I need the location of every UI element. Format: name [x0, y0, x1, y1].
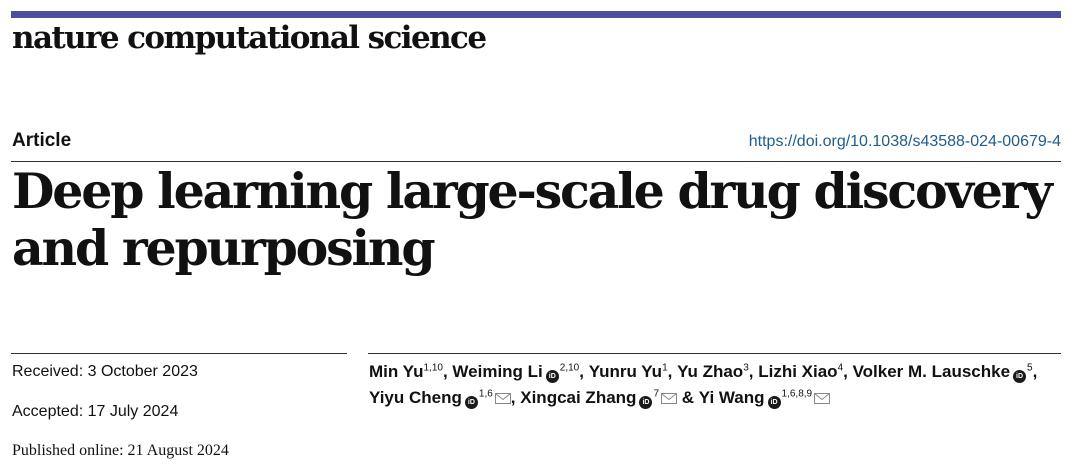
journal-color-bar [11, 11, 1061, 18]
envelope-icon[interactable] [494, 393, 511, 404]
orcid-icon[interactable]: iD [767, 396, 781, 409]
affiliation-marker: 1,6,8,9 [781, 388, 813, 400]
author: Yiyu Cheng iD1,6, [369, 388, 521, 409]
author: Yunru Yu1, [589, 362, 677, 381]
author-separator: , [579, 362, 589, 381]
authors-divider [368, 353, 1061, 354]
author-separator: , [510, 388, 521, 407]
affiliation-marker: 3 [743, 362, 749, 374]
affiliation-marker: 1,10 [423, 362, 443, 374]
author-separator: , [843, 362, 853, 381]
author: Yi Wang iD1,6,8,9 [698, 388, 831, 409]
author-name[interactable]: Yiyu Cheng [369, 388, 462, 407]
affiliation-marker: 4 [837, 362, 844, 374]
author-name[interactable]: Weiming Li [452, 362, 543, 381]
article-title: Deep learning large-scale drug discovery… [12, 162, 1053, 277]
title-divider [11, 161, 1061, 162]
author-name[interactable]: Min Yu [369, 362, 424, 381]
author: Yu Zhao3, [677, 362, 758, 381]
author: Xingcai Zhang iD7 & [520, 388, 699, 409]
author: Lizhi Xiao4, [758, 362, 852, 381]
orcid-icon[interactable]: iD [464, 396, 478, 409]
author-name[interactable]: Xingcai Zhang [520, 388, 637, 407]
affiliation-marker: 5 [1027, 362, 1033, 374]
author-separator: , [667, 362, 678, 381]
author: Volker M. Lauschke iD5, [852, 362, 1038, 383]
published-date: Published online: 21 August 2024 [12, 442, 229, 459]
envelope-icon[interactable] [661, 393, 677, 404]
received-date: Received: 3 October 2023 [12, 363, 198, 380]
author-name[interactable]: Lizhi Xiao [758, 362, 838, 381]
orcid-icon[interactable]: iD [639, 396, 653, 409]
author-separator: , [1032, 362, 1038, 381]
author: Min Yu1,10, [369, 362, 452, 381]
author: Weiming Li iD2,10, [452, 362, 589, 383]
orcid-icon[interactable]: iD [545, 370, 559, 383]
author-list: Min Yu1,10, Weiming Li iD2,10, Yunru Yu1,… [369, 359, 1069, 411]
author-separator: , [748, 362, 759, 381]
author-name[interactable]: Yunru Yu [588, 362, 663, 381]
affiliation-marker: 2,10 [559, 362, 580, 374]
author-separator: , [442, 362, 453, 381]
accepted-date: Accepted: 17 July 2024 [12, 403, 179, 420]
affiliation-marker: 7 [653, 388, 659, 400]
envelope-icon[interactable] [814, 393, 831, 404]
journal-name: nature computational science [12, 20, 487, 56]
author-name[interactable]: Volker M. Lauschke [852, 362, 1011, 381]
author-separator: & [677, 388, 699, 407]
dates-divider [11, 353, 347, 354]
orcid-icon[interactable]: iD [1013, 370, 1027, 383]
doi-link[interactable]: https://doi.org/10.1038/s43588-024-00679… [748, 133, 1061, 150]
author-name[interactable]: Yu Zhao [677, 362, 744, 381]
affiliation-marker: 1,6 [478, 388, 493, 400]
affiliation-marker: 1 [662, 362, 668, 374]
article-type-label: Article [12, 130, 72, 151]
author-name[interactable]: Yi Wang [698, 388, 765, 407]
